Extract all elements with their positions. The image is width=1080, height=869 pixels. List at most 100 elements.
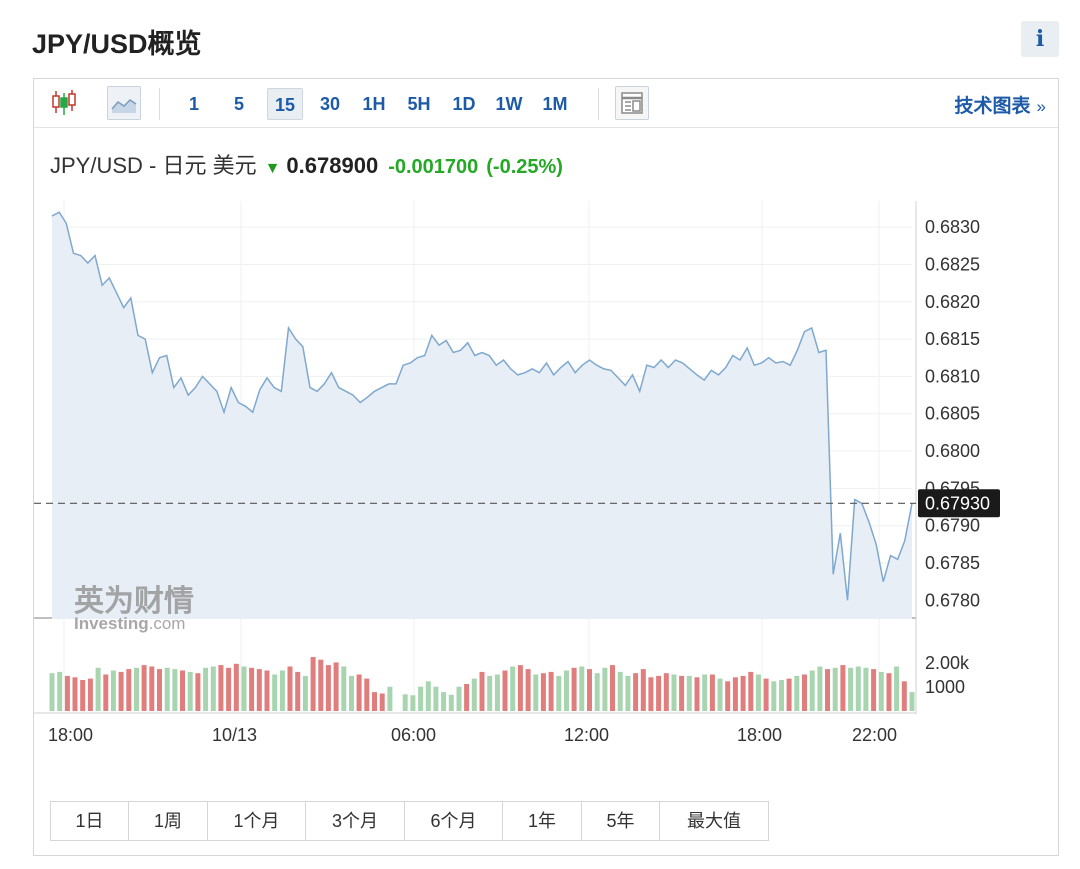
volume-bar [840,665,846,711]
price-change-percent: (-0.25%) [486,156,563,178]
volume-bar [663,673,669,711]
volume-bar [72,677,78,712]
volume-bar [901,681,907,711]
volume-bar [418,686,424,711]
volume-bar [141,665,147,711]
volume-bar [126,669,132,711]
range-1d[interactable]: 1日 [51,802,129,840]
volume-bar [118,671,124,711]
area-chart-icon[interactable] [107,86,141,120]
watermark-en-text: Investing [74,614,149,633]
timeframe-1w[interactable]: 1W [495,94,523,114]
volume-bar [425,681,431,711]
volume-bar [441,692,447,711]
range-6m[interactable]: 6个月 [405,802,503,840]
price-tick-label: 0.6810 [925,366,980,386]
volume-bar [533,674,539,711]
price-line [51,211,913,601]
range-3m[interactable]: 3个月 [306,802,405,840]
timeframe-15[interactable]: 15 [267,88,303,120]
timeframe-5[interactable]: 5 [233,94,244,114]
price-axis: 0.6830 0.6825 0.6820 0.6815 0.6810 0.6805 0.68… [925,217,980,610]
volume-bar [464,684,470,711]
chevron-right-icon: » [1036,97,1046,116]
timeframe-5h[interactable]: 5H [407,94,431,114]
timeframe-30[interactable]: 30 [319,94,341,114]
volume-bar [878,671,884,711]
volume-bar [802,674,807,711]
volume-bar [203,667,209,711]
price-tick-label: 0.6800 [925,441,980,461]
candlestick-icon[interactable] [48,87,80,119]
last-price: 0.678900 [286,153,379,178]
range-selector: 1日 1周 1个月 3个月 6个月 1年 5年 最大值 [50,801,769,841]
volume-bar [548,671,554,711]
volume-bar [610,665,615,711]
volume-bar [287,666,293,711]
volume-bar [103,674,109,711]
volume-bar [64,675,70,711]
volume-bar [256,669,262,711]
price-tick-label: 0.6790 [925,516,980,536]
volume-bar [863,667,869,711]
volume-bar [180,670,185,711]
time-tick-label: 18:00 [48,725,93,745]
volume-bar [210,666,216,711]
volume-bar [886,673,892,711]
volume-bar [325,665,331,711]
volume-bar [318,659,324,711]
timeframe-1[interactable]: 1 [188,94,199,114]
volume-bar [702,674,708,711]
volume-bar [95,667,101,711]
volume-bar [49,673,55,711]
info-button[interactable]: i [1021,21,1059,57]
volume-bar [909,692,915,711]
timeframe-1d[interactable]: 1D [452,94,476,114]
volume-bar [310,657,316,711]
range-1y[interactable]: 1年 [503,802,582,840]
volume-bar [571,667,577,711]
volume-bar [402,694,408,711]
volume-bar [157,669,162,711]
volume-tick-label: 1000 [925,677,965,697]
price-tick-label: 0.6825 [925,254,980,274]
range-max[interactable]: 最大值 [660,802,768,840]
time-tick-label: 06:00 [391,725,436,745]
volume-bar [579,666,585,711]
volume-bar [748,671,754,711]
range-1w[interactable]: 1周 [129,802,208,840]
volume-bar [302,675,308,711]
volume-bars [49,657,915,712]
price-tick-label: 0.6785 [925,553,980,573]
timeframe-1m[interactable]: 1M [542,94,568,114]
volume-bar [525,669,531,711]
volume-bar [272,674,278,711]
range-1m[interactable]: 1个月 [208,802,306,840]
range-5y[interactable]: 5年 [582,802,660,840]
volume-bar [57,671,63,711]
volume-bar [502,670,508,711]
toolbar-divider [598,88,599,120]
volume-bar [479,671,485,711]
layout-icon[interactable] [615,86,649,120]
volume-bar [871,669,877,711]
volume-bar [540,673,546,711]
volume-bar [633,673,639,711]
volume-bar [233,663,239,712]
timeframe-1h[interactable]: 1H [362,94,386,114]
volume-bar [817,666,823,711]
technical-chart-link[interactable]: 技术图表 » [955,91,1046,118]
price-tick-label: 0.6780 [925,590,980,610]
price-area-fill [52,212,912,619]
volume-bar [149,666,155,711]
watermark-cn: 英为财情 [74,584,194,619]
volume-bar [279,670,285,711]
volume-bar [264,670,270,711]
volume-bar [755,674,761,711]
price-chart[interactable]: 0.6830 0.6825 0.6820 0.6815 0.6810 0.6805 0.68… [34,79,1060,779]
volume-bar [686,675,692,711]
volume-bar [387,686,393,711]
volume-bar [779,680,784,712]
volume-axis: 2.00k 1000 [925,653,970,697]
volume-bar [848,667,854,711]
